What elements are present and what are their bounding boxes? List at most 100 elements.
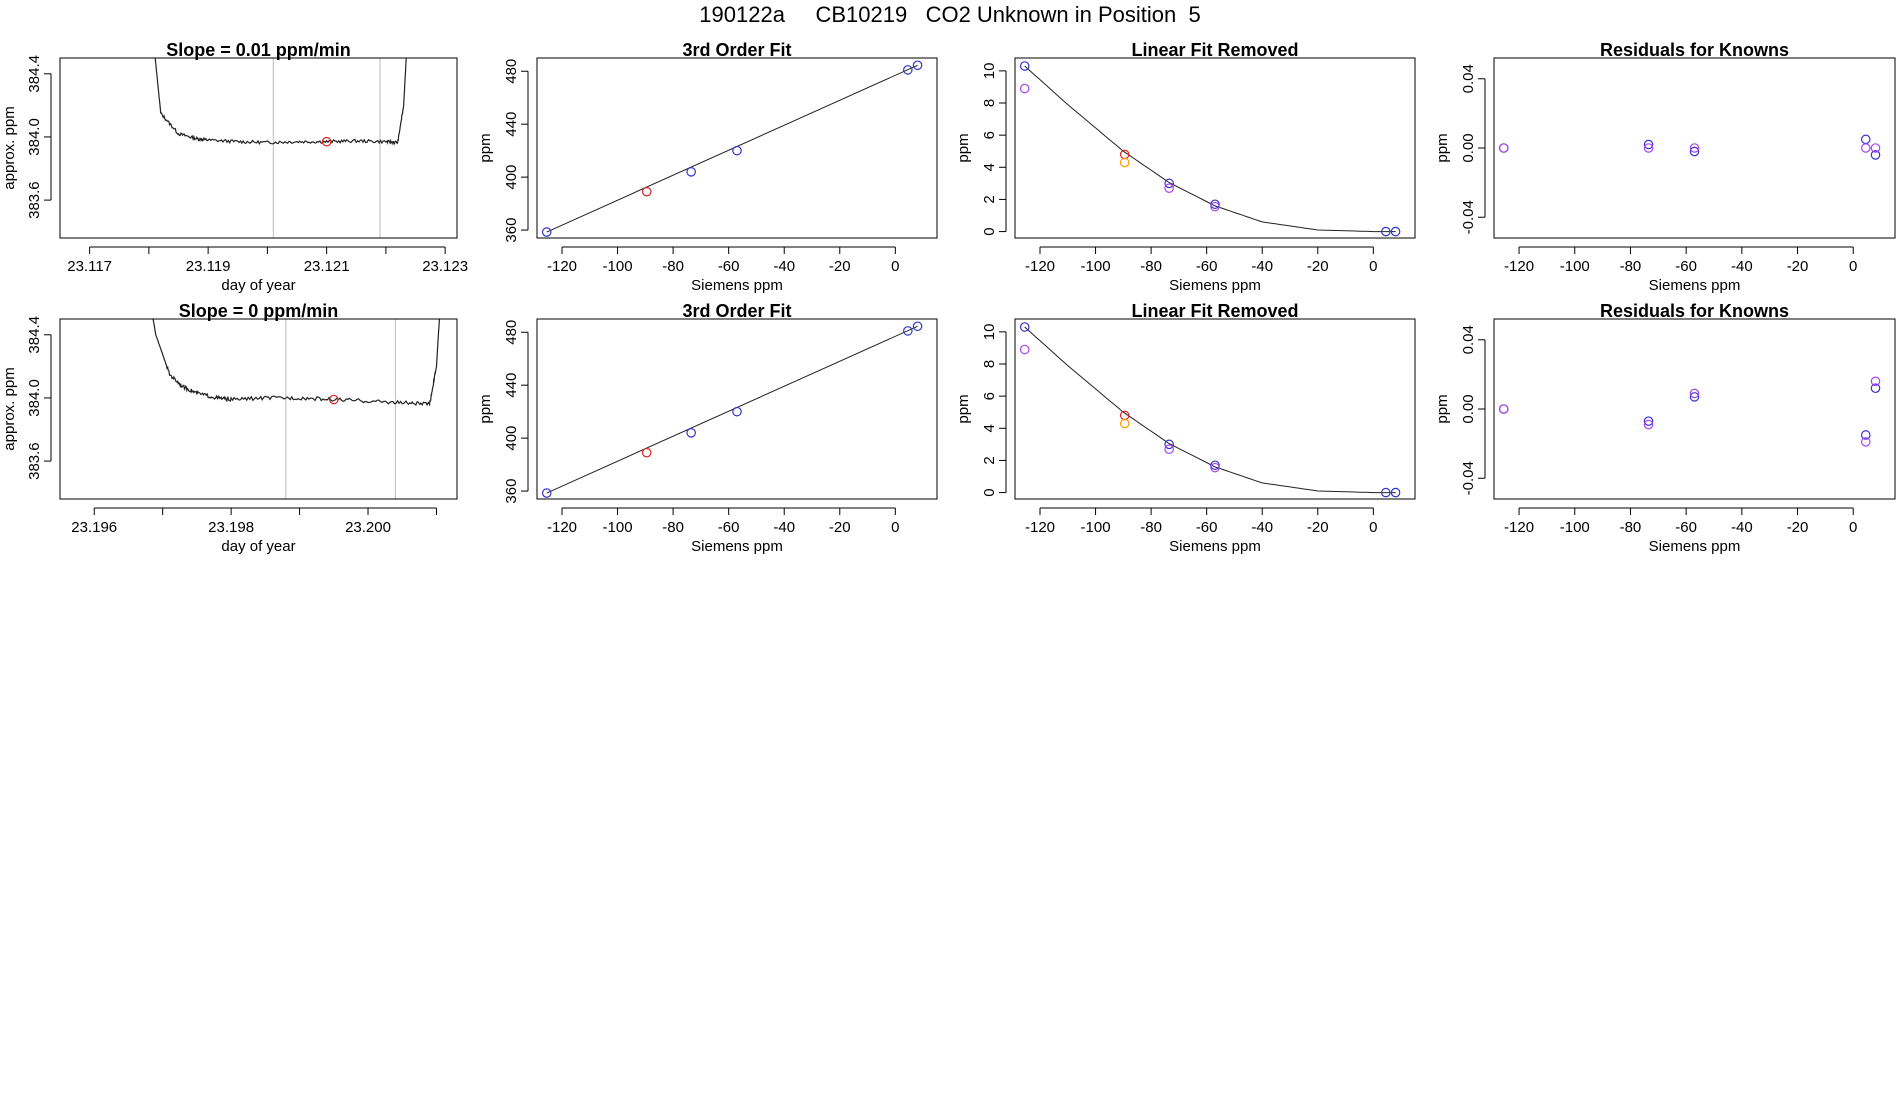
data-point (1870, 150, 1881, 160)
x-tick-label: -80 (1620, 519, 1642, 536)
x-tick-label: -60 (718, 258, 740, 275)
x-tick-label: -80 (1140, 258, 1162, 275)
panel-r1c2: 3rd Order Fit -120 -100 -80 -60 -40 -20 0 Siemen… (477, 40, 938, 294)
y-tick-label: 8 (981, 99, 998, 107)
plot-area (1019, 61, 1401, 237)
panel-r2c3: Linear Fit Removed -120 -100 -80 -60 -40 -20 0 S… (955, 301, 1416, 555)
x-tick-label: -100 (1081, 519, 1111, 536)
x-tick-label: -60 (1675, 519, 1697, 536)
fit-curve (546, 64, 918, 233)
data-point (1860, 437, 1871, 447)
panel-r2c4: Residuals for Knowns -120 -100 -80 -60 -40 -20… (1434, 301, 1896, 555)
x-axis-label: day of year (221, 538, 295, 555)
x-tick-label: -120 (547, 258, 577, 275)
data-point (1164, 183, 1174, 193)
x-tick-label: -80 (662, 258, 684, 275)
x-axis-label: Siemens ppm (691, 538, 783, 555)
y-tick-label: 6 (981, 392, 998, 400)
y-tick-label: 2 (981, 195, 998, 203)
y-tick-label: 383.6 (26, 442, 43, 480)
y-tick-label: 0 (981, 488, 998, 496)
x-tick-label: 23.119 (186, 258, 231, 275)
y-tick-label: 0.04 (1460, 325, 1477, 354)
panel-r1c3: Linear Fit Removed -120 -100 -80 -60 -40 -20 0 S… (955, 40, 1416, 294)
x-tick-label: -100 (1560, 519, 1590, 536)
y-tick-label: 0 (981, 227, 998, 235)
data-point (1689, 388, 1700, 399)
y-tick-label: 480 (503, 320, 520, 345)
data-point (732, 145, 742, 156)
plot-frame (1014, 57, 1416, 239)
plot-area (541, 60, 923, 237)
x-tick-label: -20 (1307, 519, 1329, 536)
x-tick-label: -60 (1675, 258, 1697, 275)
x-tick-label: -80 (662, 519, 684, 536)
x-tick-label: 23.198 (208, 519, 254, 536)
y-tick-label: 440 (503, 373, 520, 398)
data-point (912, 60, 923, 71)
x-tick-label: -100 (603, 519, 633, 536)
panel-title: Linear Fit Removed (1131, 40, 1298, 60)
data-point (1164, 178, 1174, 189)
trace-line (152, 319, 441, 407)
plot-frame (59, 318, 458, 500)
plot-area (154, 58, 407, 238)
x-tick-label: -40 (1731, 258, 1753, 275)
data-point (1019, 322, 1030, 332)
data-point (1210, 462, 1220, 473)
data-point (1381, 487, 1391, 498)
y-axis-label: ppm (1434, 394, 1451, 423)
data-point (641, 186, 652, 197)
x-tick-label: -60 (718, 519, 740, 536)
y-tick-label: 0.00 (1460, 394, 1477, 423)
y-tick-label: 4 (981, 424, 998, 432)
data-point (541, 227, 552, 237)
data-point (641, 447, 652, 458)
x-tick-label: -120 (1025, 519, 1055, 536)
x-tick-label: -80 (1620, 258, 1642, 275)
data-point (1019, 61, 1030, 71)
data-point (1390, 226, 1401, 237)
trace-line (154, 58, 407, 146)
data-point (1643, 143, 1654, 153)
data-point (1870, 143, 1881, 153)
x-tick-label: 0 (1369, 519, 1377, 536)
data-point (328, 394, 339, 405)
panel-r2c2: 3rd Order Fit -120 -100 -80 -60 -40 -20 0 Siemen… (477, 301, 938, 555)
panel-title: Linear Fit Removed (1131, 301, 1298, 321)
x-tick-label: -40 (773, 519, 795, 536)
y-tick-label: 400 (503, 165, 520, 190)
x-tick-label: -20 (1307, 258, 1329, 275)
data-point (1210, 199, 1220, 210)
x-tick-label: -40 (1251, 519, 1273, 536)
y-axis-label: approx. ppm (1, 367, 18, 450)
x-tick-label: -120 (547, 519, 577, 536)
panel-title: 3rd Order Fit (682, 40, 791, 60)
data-point (686, 167, 696, 177)
plot-frame (1493, 318, 1896, 500)
data-point (1689, 143, 1700, 153)
panel-r1c4: Residuals for Knowns -120 -100 -80 -60 -40 -20… (1434, 40, 1896, 294)
x-tick-label: 23.123 (422, 258, 468, 275)
panel-title: Residuals for Knowns (1600, 301, 1789, 321)
y-tick-label: -0.04 (1460, 200, 1477, 234)
panel-r1c1: Slope = 0.01 ppm/min 23.117 23.119 23.121 23… (1, 40, 468, 294)
x-tick-label: 0 (1849, 258, 1857, 275)
data-point (1689, 392, 1700, 402)
data-point (1860, 134, 1871, 145)
plot-area (1019, 322, 1401, 498)
y-tick-label: 383.6 (26, 181, 43, 219)
data-point (1119, 418, 1130, 429)
x-tick-label: -100 (1081, 258, 1111, 275)
x-axis-label: day of year (221, 277, 295, 294)
data-point (903, 65, 913, 75)
y-axis-label: ppm (955, 394, 972, 423)
data-point (1870, 376, 1881, 387)
plot-frame (1014, 318, 1416, 500)
x-tick-label: -20 (829, 258, 851, 275)
y-tick-label: 384.0 (26, 379, 43, 417)
x-tick-label: -120 (1025, 258, 1055, 275)
y-tick-label: 0.00 (1460, 133, 1477, 162)
plot-area (152, 319, 441, 499)
y-axis-label: ppm (955, 133, 972, 162)
